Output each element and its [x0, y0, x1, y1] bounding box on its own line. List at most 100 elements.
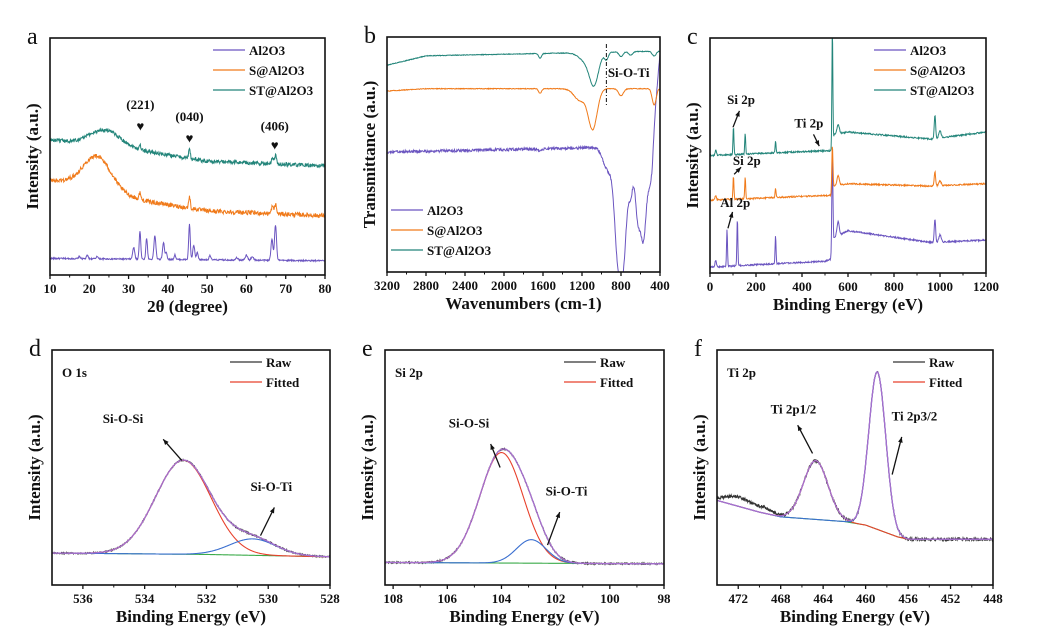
x-tick-label: 800 — [884, 279, 904, 294]
annotation-label: (221) — [126, 97, 154, 112]
arrowhead-icon — [898, 436, 903, 443]
x-tick-label: 98 — [658, 591, 672, 606]
component-line-1 — [717, 460, 993, 540]
y-axis-title: Intensity (a.u.) — [23, 103, 42, 209]
legend: Raw Fitted — [893, 355, 963, 390]
panel-d: 536 534 532 530 528 Binding Energy (eV) Intens… — [25, 336, 340, 626]
legend: Raw Fitted — [230, 355, 300, 390]
inset-label: O 1s — [62, 365, 87, 380]
series-line-st-at-al2o3 — [387, 50, 660, 87]
annotation: (406) ♥ — [261, 118, 289, 152]
legend-label: ST@Al2O3 — [427, 243, 492, 258]
panel-label: a — [27, 24, 38, 50]
x-tick-label: 452 — [941, 591, 961, 606]
x-axis-title: Binding Energy (eV) — [780, 607, 930, 626]
panel-e: 108 106 104 102 100 98 Binding Energy (eV) Inte… — [358, 336, 671, 626]
annotation: Al 2p — [720, 195, 750, 229]
plot-frame — [384, 349, 665, 586]
x-axis-title: 2θ (degree) — [147, 297, 228, 316]
x-tick-label: 100 — [600, 591, 620, 606]
legend-label: ST@Al2O3 — [910, 83, 975, 98]
x-tick-label: 200 — [746, 279, 766, 294]
fitted-envelope-line — [385, 448, 664, 565]
annotation-label: Si-O-Si — [103, 411, 144, 426]
annotation: Si-O-Si — [449, 416, 501, 468]
annotation-label: Ti 2p3/2 — [892, 409, 938, 424]
annotation: Ti 2p1/2 — [771, 401, 817, 454]
annotation-label: Si-O-Si — [449, 416, 490, 431]
x-tick-label: 464 — [813, 591, 833, 606]
legend-label: Fitted — [929, 375, 963, 390]
annotation-label: Ti 2p — [794, 115, 823, 130]
x-tick-label: 400 — [650, 278, 670, 293]
panel-b: 3200 2800 2400 2000 1600 1200 800 400 Wavenumber… — [360, 23, 670, 313]
series-line-st-at-al2o3 — [50, 127, 325, 169]
plot-frame — [716, 349, 994, 586]
fitted-envelope-line — [717, 371, 993, 540]
x-axis-title: Binding Energy (eV) — [449, 607, 599, 626]
arrowhead-icon — [735, 167, 742, 173]
legend-label: Al2O3 — [249, 43, 286, 58]
arrowhead-icon — [163, 439, 169, 445]
legend: Al2O3 S@Al2O3 ST@Al2O3 — [874, 43, 975, 98]
x-tick-label: 534 — [135, 591, 155, 606]
series-line-al2o3 — [710, 161, 986, 269]
annotation-label: Si 2p — [727, 92, 755, 107]
x-tick-label: 472 — [728, 591, 748, 606]
inset-label: Si 2p — [395, 365, 423, 380]
annotation-label: Si-O-Ti — [608, 65, 650, 80]
x-tick-label: 108 — [383, 591, 403, 606]
x-tick-label: 20 — [83, 281, 96, 296]
y-axis-title: Intensity (a.u.) — [358, 414, 377, 520]
legend: Al2O3 S@Al2O3 ST@Al2O3 — [391, 203, 492, 258]
x-tick-label: 400 — [792, 279, 812, 294]
x-tick-label: 1000 — [927, 279, 953, 294]
arrowhead-icon — [269, 507, 275, 514]
annotation: Si-O-Ti — [546, 484, 588, 546]
x-tick-label: 40 — [161, 281, 174, 296]
component-line-1 — [385, 452, 664, 565]
legend-label: S@Al2O3 — [249, 63, 305, 78]
arrowhead-icon — [814, 140, 820, 147]
x-tick-label: 3200 — [374, 278, 400, 293]
x-tick-label: 2400 — [452, 278, 478, 293]
y-axis-title: Intensity (a.u.) — [25, 414, 44, 520]
arrow-icon — [546, 511, 561, 546]
panel-a: 10 20 30 40 50 60 70 80 2θ (degree) Intensity (a.… — [23, 24, 332, 316]
legend-label: ST@Al2O3 — [249, 83, 314, 98]
annotation-label: (406) — [261, 118, 289, 133]
x-tick-label: 468 — [771, 591, 791, 606]
panel-label: c — [687, 24, 698, 50]
panel-label: e — [362, 336, 373, 362]
arrow-icon — [891, 436, 903, 475]
x-tick-label: 70 — [279, 281, 292, 296]
y-axis-title: Intensity (a.u.) — [683, 102, 702, 208]
y-axis-title: Transmittance (a.u.) — [360, 81, 379, 228]
series-line-s-at-al2o3 — [387, 87, 660, 131]
x-axis-title: Binding Energy (eV) — [773, 295, 923, 314]
heart-marker-icon: ♥ — [186, 131, 194, 146]
arrowhead-icon — [735, 110, 740, 117]
x-tick-label: 448 — [983, 591, 1003, 606]
series-line-s-at-al2o3 — [50, 153, 325, 219]
series-line-al2o3 — [387, 54, 660, 272]
annotation-label: Si 2p — [733, 153, 761, 168]
annotation: Ti 2p — [794, 115, 823, 147]
x-tick-label: 1600 — [530, 278, 556, 293]
annotation-label: Ti 2p1/2 — [771, 401, 817, 416]
legend-label: Al2O3 — [910, 43, 947, 58]
fitted-envelope-line — [52, 459, 330, 558]
legend-label: Fitted — [266, 375, 300, 390]
plot-area — [717, 370, 993, 543]
x-axis-title: Binding Energy (eV) — [116, 607, 266, 626]
component-line-1 — [52, 459, 330, 558]
x-tick-label: 528 — [320, 591, 340, 606]
x-tick-label: 106 — [438, 591, 458, 606]
x-tick-label: 1200 — [569, 278, 595, 293]
legend: Al2O3 S@Al2O3 ST@Al2O3 — [213, 43, 314, 98]
heart-marker-icon: ♥ — [271, 138, 279, 153]
x-tick-label: 104 — [492, 591, 512, 606]
x-tick-label: 50 — [201, 281, 214, 296]
x-tick-label: 10 — [44, 281, 57, 296]
